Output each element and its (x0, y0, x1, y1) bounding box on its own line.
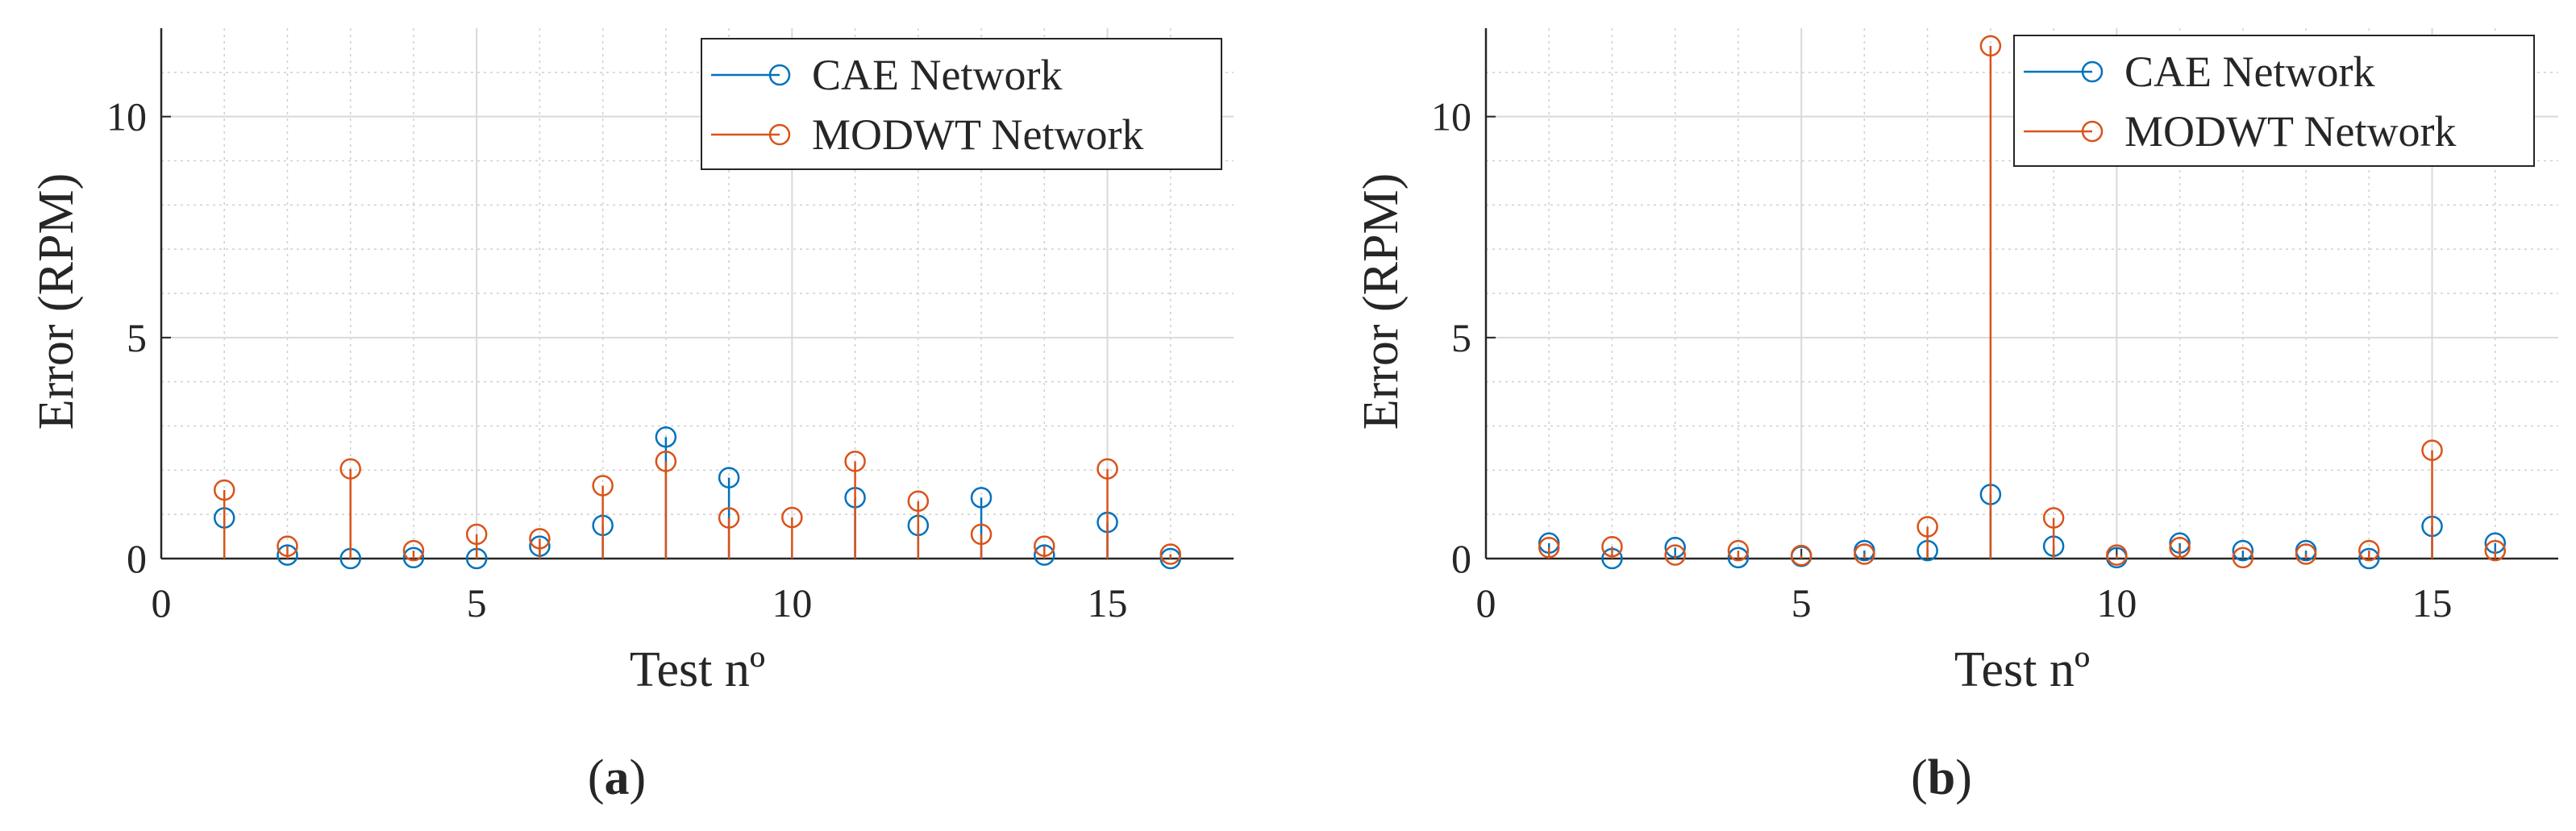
stem-marker (1538, 537, 1560, 559)
series-modwt (1538, 35, 2507, 569)
stem-marker (213, 479, 235, 501)
legend-marker (768, 64, 791, 86)
legend-label: CAE Network (2124, 48, 2374, 96)
stem-marker (1727, 546, 1750, 569)
x-tick-label: 5 (1792, 580, 1812, 625)
stem-marker (1601, 535, 1623, 558)
stem-marker (339, 458, 361, 480)
stem-marker (2232, 539, 2254, 562)
y-tick-label: 10 (1431, 94, 1471, 139)
caption-open-paren: ( (588, 750, 605, 805)
stem-marker (2232, 546, 2254, 569)
y-tick-label: 5 (1451, 315, 1471, 360)
legend-marker (768, 123, 791, 146)
caption-close-paren: ) (630, 750, 647, 805)
x-tick-label: 0 (152, 580, 172, 625)
subplot-caption: (b) (1911, 750, 1972, 805)
legend-marker (2081, 120, 2104, 143)
subplot-caption: (a) (588, 750, 646, 805)
stem-marker (907, 490, 930, 512)
x-axis-title: Test nº (1954, 642, 2090, 697)
stem-marker (1034, 544, 1055, 566)
stem-marker (970, 487, 993, 509)
stem-marker (2358, 547, 2380, 570)
stem-marker (781, 506, 803, 529)
y-tick-label: 5 (127, 315, 147, 360)
legend-label: MODWT Network (2124, 107, 2456, 156)
stem-marker (2106, 544, 2128, 566)
legend-label: CAE Network (812, 51, 1062, 99)
legend-box (701, 38, 1222, 170)
legend-label: MODWT Network (812, 110, 1143, 159)
stem-marker (1979, 35, 2002, 57)
y-axis-title: Error (RPM) (1354, 173, 1409, 430)
x-tick-label: 15 (1088, 580, 1128, 625)
x-axis-title: Test nº (630, 642, 765, 697)
caption-letter: b (1928, 750, 1955, 805)
stem-marker (402, 546, 425, 569)
legend-box (2013, 35, 2535, 167)
legend: CAE Network MODWT Network (701, 38, 1222, 170)
stem-marker (844, 451, 866, 472)
stem-marker (2295, 543, 2317, 565)
stem-marker (2421, 439, 2443, 461)
stem-marker (970, 523, 993, 546)
stem-marker (1727, 539, 1750, 562)
stem-marker (592, 475, 614, 497)
stem-marker (1097, 458, 1118, 480)
stem-marker (402, 539, 425, 562)
stem-marker (2169, 537, 2191, 559)
x-tick-label: 10 (772, 580, 812, 625)
x-tick-label: 0 (1476, 580, 1496, 625)
stem-marker (2042, 507, 2065, 529)
y-tick-label: 0 (127, 536, 147, 581)
stem-marker (718, 467, 740, 488)
stem-marker (465, 523, 488, 546)
stem-marker (1159, 543, 1182, 565)
y-tick-label: 0 (1451, 536, 1471, 581)
stem-marker (1854, 543, 1875, 565)
stem-marker (655, 451, 677, 472)
x-tick-label: 15 (2412, 580, 2453, 625)
stem-marker (655, 426, 677, 448)
stem-marker (1790, 544, 1812, 567)
caption-open-paren: ( (1911, 750, 1928, 805)
caption-close-paren: ) (1955, 750, 1972, 805)
stem-marker (1916, 516, 1938, 538)
series-modwt (213, 451, 1182, 565)
stem-marker (529, 528, 551, 550)
y-axis-title: Error (RPM) (29, 173, 84, 430)
stem-marker (277, 535, 298, 557)
stem-marker (1664, 544, 1686, 566)
legend: CAE Network MODWT Network (2013, 35, 2535, 167)
stem-marker (718, 507, 740, 529)
x-tick-label: 10 (2096, 580, 2137, 625)
stem-marker (2484, 539, 2507, 562)
stem-marker (277, 544, 298, 566)
stem-marker (2358, 539, 2380, 562)
y-tick-label: 10 (106, 94, 147, 139)
stem-marker (1034, 535, 1055, 557)
x-tick-label: 5 (467, 580, 487, 625)
legend-marker (2081, 60, 2104, 83)
caption-letter: a (605, 750, 630, 805)
